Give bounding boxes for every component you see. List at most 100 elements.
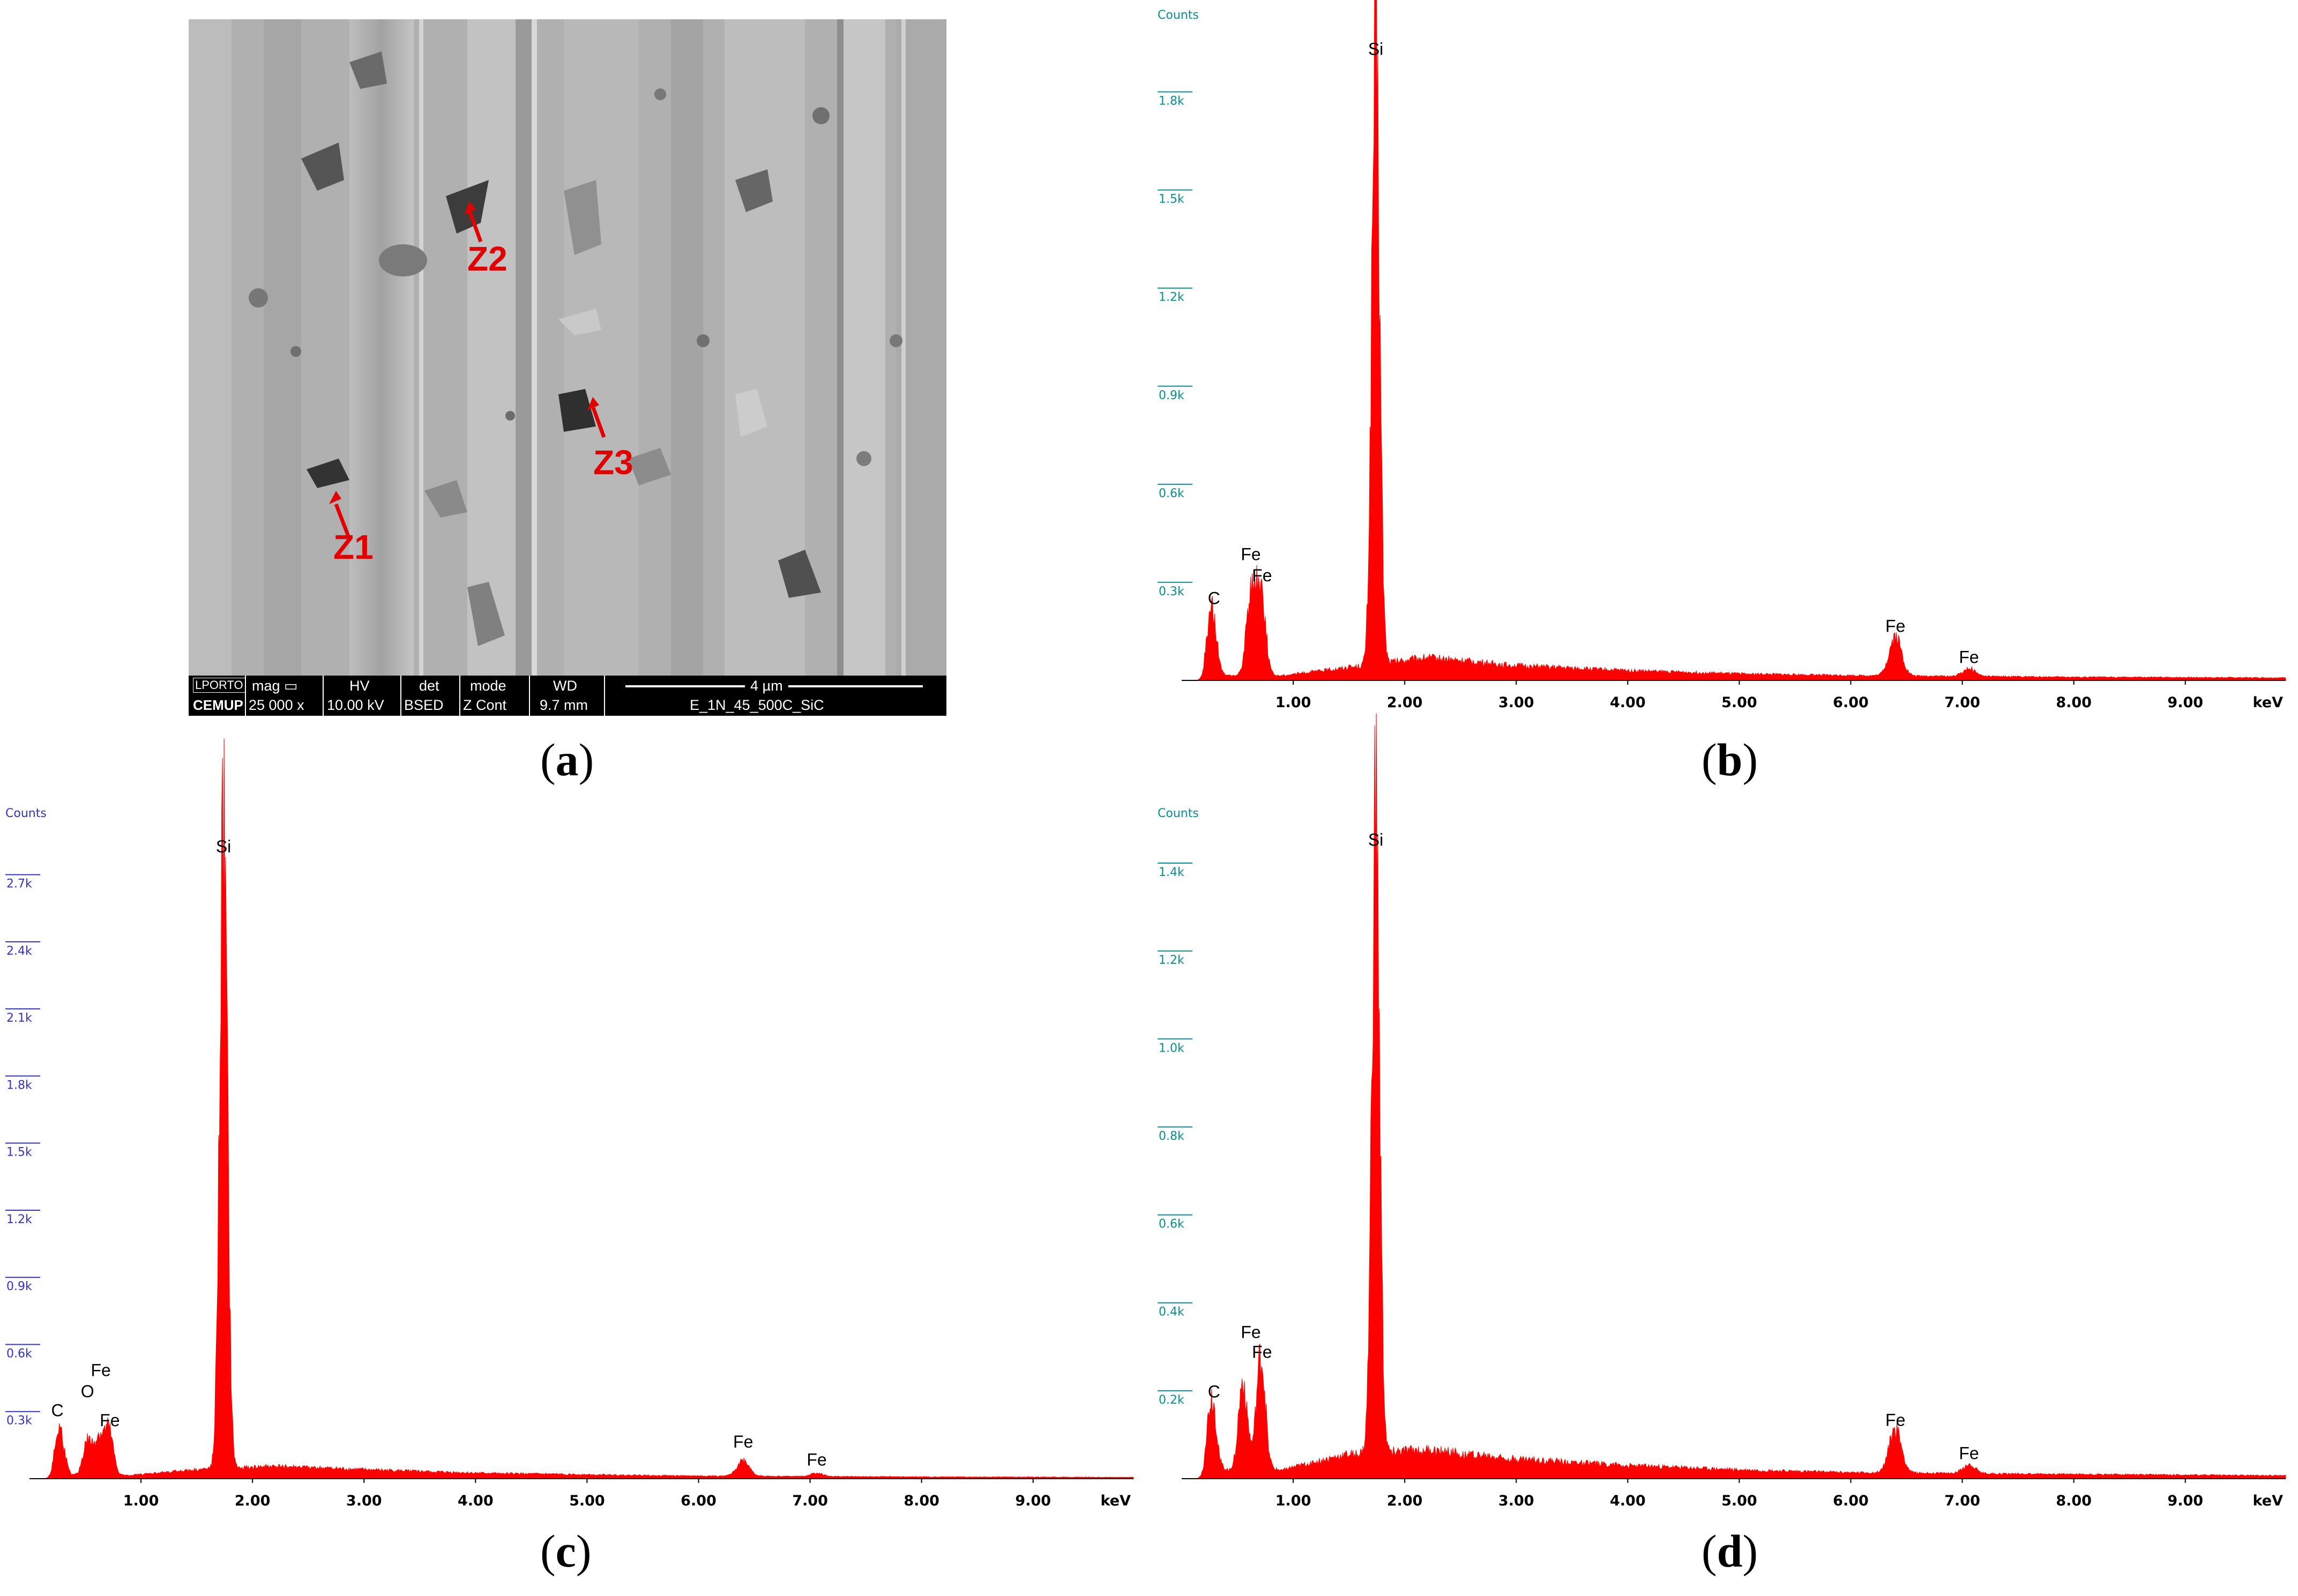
sem-texture [189,19,946,676]
spectrum-svg: Counts 0.3k 0.6k 0.9k 1.2k 1.5k 1.8k 1.00 2.00 3.… [1158,0,2286,711]
y-tick-label: 1.2k [1159,954,1184,967]
y-tick-label: 1.2k [1159,291,1184,304]
y-tick-label: 0.8k [1159,1129,1184,1143]
peak-label: C [1208,589,1220,608]
x-tick-label: 1.00 [1275,1493,1311,1509]
y-tick-label: 0.6k [6,1347,32,1360]
peak-label: Fe [1252,566,1272,585]
x-axis-label: keV [1101,1493,1131,1509]
y-tick-label: 0.6k [1159,487,1184,500]
spectrum-svg: Counts 0.3k 0.6k 0.9k 1.2k 1.5k 1.8k 2.1k 2.4k 2.… [5,738,1134,1509]
logo-lporto: LPORTO [193,678,245,693]
x-tick-label: 6.00 [1833,1493,1869,1509]
peak-label: Si [1368,830,1383,849]
eds-spectrum-d: Counts 0.2k 0.4k 0.6k 0.8k 1.0k 1.2k 1.4k 1.00 2.… [1152,713,2294,1527]
y-axis-label: Counts [5,807,47,820]
peak-label: Fe [807,1450,826,1469]
x-tick-label: 5.00 [569,1493,605,1509]
mag-value: 25 000 x [249,697,304,713]
peak-label: Fe [1241,1323,1260,1342]
hv-label: HV [349,678,370,694]
x-tick-label: 6.00 [1833,694,1869,711]
spectrum-series [1192,713,2286,1479]
x-tick-label: 9.00 [1015,1493,1051,1509]
y-tick-label: 1.5k [6,1146,32,1159]
x-tick-label: 7.00 [1944,694,1980,711]
x-tick-label: 6.00 [681,1493,717,1509]
zone-label-z2: Z2 [467,239,508,278]
caption-b: (b) [1702,734,1758,785]
x-tick-label: 8.00 [904,1493,939,1509]
det-label: det [419,678,439,694]
y-tick-label: 1.5k [1159,193,1184,206]
peak-label: Fe [733,1432,753,1451]
x-axis-label: keV [2253,1493,2284,1509]
x-tick-label: 2.00 [1387,694,1423,711]
zone-label-z1: Z1 [333,528,374,566]
hv-value: 10.00 kV [327,697,384,713]
y-tick-label: 1.2k [6,1213,32,1226]
x-tick-label: 8.00 [2056,694,2092,711]
x-tick-label: 4.00 [458,1493,494,1509]
y-tick-label: 1.4k [1159,866,1184,879]
peak-label: Fe [1241,544,1260,564]
x-tick-label: 3.00 [346,1493,382,1509]
caption-a: (a) [540,734,594,785]
x-axis-label: keV [2253,694,2284,711]
y-tick-label: 2.7k [6,878,32,891]
peak-label: Fe [91,1360,110,1380]
y-tick-label: 0.2k [1159,1393,1184,1407]
peak-label: Si [1368,40,1383,59]
peak-label: Fe [1252,1343,1272,1362]
zone-label-z3: Z3 [593,443,633,482]
det-value: BSED [404,697,444,713]
peak-label: Fe [100,1411,120,1430]
y-axis-label: Counts [1158,807,1199,820]
y-tick-label: 2.1k [6,1011,32,1025]
x-tick-label: 2.00 [1387,1493,1423,1509]
y-tick-label: 1.0k [1159,1041,1184,1055]
x-tick-label: 2.00 [235,1493,271,1509]
peak-label: Fe [1959,648,1979,667]
x-tick-label: 3.00 [1498,694,1534,711]
y-tick-label: 0.3k [1159,585,1184,598]
caption-d: (d) [1702,1525,1758,1577]
y-tick-label: 0.3k [6,1414,32,1428]
y-tick-label: 2.4k [6,945,32,958]
wd-value: 9.7 mm [540,697,588,713]
x-tick-label: 7.00 [792,1493,828,1509]
peak-label: O [81,1382,94,1401]
mag-label: mag ▭ [252,678,298,694]
peak-label: C [1208,1382,1220,1401]
x-tick-label: 8.00 [2056,1493,2092,1509]
caption-c: (c) [540,1525,592,1577]
x-tick-label: 4.00 [1610,694,1646,711]
peak-label: Fe [1885,1411,1905,1430]
spectrum-series [1192,0,2286,681]
x-tick-label: 5.00 [1721,694,1757,711]
sem-databar: LPORTO CEMUP mag ▭ 25 000 x HV 10.00 kV … [189,676,946,716]
scale-label: 4 µm [745,678,788,694]
y-tick-label: 0.9k [1159,389,1184,402]
y-tick-label: 1.8k [6,1078,32,1092]
peak-label: C [51,1400,63,1420]
x-tick-label: 1.00 [1275,694,1311,711]
x-tick-label: 5.00 [1721,1493,1757,1509]
y-tick-label: 0.6k [1159,1218,1184,1231]
y-tick-label: 0.4k [1159,1306,1184,1319]
peak-label: Si [216,837,231,856]
y-tick-label: 1.8k [1159,95,1184,108]
peak-label: Fe [1885,617,1905,636]
x-tick-label: 9.00 [2167,694,2203,711]
wd-label: WD [553,678,577,694]
sample-name: E_1N_45_500C_SiC [690,697,824,713]
y-axis-label: Counts [1158,9,1199,22]
spectrum-svg: Counts 0.2k 0.4k 0.6k 0.8k 1.0k 1.2k 1.4k 1.00 2.… [1158,713,2286,1509]
x-tick-label: 9.00 [2167,1493,2203,1509]
x-tick-label: 4.00 [1610,1493,1646,1509]
mode-label: mode [470,678,506,694]
sem-micrograph: Z1 Z2 Z3 LPORTO CEMUP mag ▭ 25 000 x HV … [189,19,946,716]
mode-value: Z Cont [463,697,507,713]
eds-spectrum-c: Counts 0.3k 0.6k 0.9k 1.2k 1.5k 1.8k 2.1k 2.4k 2.… [0,738,1141,1527]
logo-cemup: CEMUP [193,697,243,713]
